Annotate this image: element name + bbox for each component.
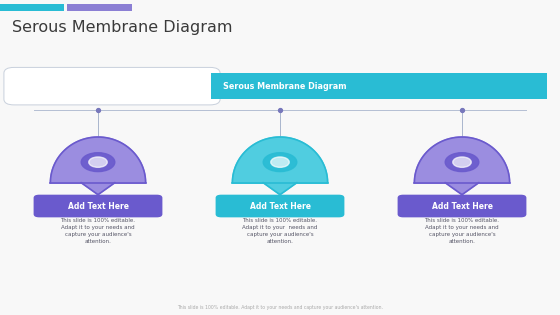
Text: Serous Membrane Diagram: Serous Membrane Diagram [223,82,347,91]
Text: This slide is 100% editable. Adapt it to your needs and capture your audience's : This slide is 100% editable. Adapt it to… [177,305,383,310]
Circle shape [271,157,289,167]
FancyBboxPatch shape [0,4,64,11]
Text: This slide is 100% editable.
Adapt it to your needs and
capture your audience's
: This slide is 100% editable. Adapt it to… [424,218,500,244]
Text: Add Text Here: Add Text Here [432,202,492,210]
Text: This slide is 100% editable.
Adapt it to your needs and
capture your audience's
: This slide is 100% editable. Adapt it to… [60,218,136,244]
FancyBboxPatch shape [34,195,162,217]
FancyBboxPatch shape [211,73,547,99]
Circle shape [452,157,472,167]
Circle shape [88,157,107,167]
FancyBboxPatch shape [4,67,220,105]
Polygon shape [232,137,328,183]
Polygon shape [445,183,479,195]
Circle shape [445,153,479,172]
Polygon shape [263,183,297,195]
Text: Serous Membrane Diagram: Serous Membrane Diagram [12,20,233,36]
FancyBboxPatch shape [216,195,344,217]
FancyBboxPatch shape [398,195,526,217]
Polygon shape [414,137,510,183]
Circle shape [263,153,297,172]
Polygon shape [81,183,115,195]
Text: Add Text Here: Add Text Here [250,202,310,210]
Circle shape [81,153,115,172]
FancyBboxPatch shape [67,4,132,11]
Text: Add Text Here: Add Text Here [68,202,128,210]
Text: This slide is 100% editable.
Adapt it to your  needs and
capture your audience's: This slide is 100% editable. Adapt it to… [242,218,318,244]
Polygon shape [50,137,146,183]
